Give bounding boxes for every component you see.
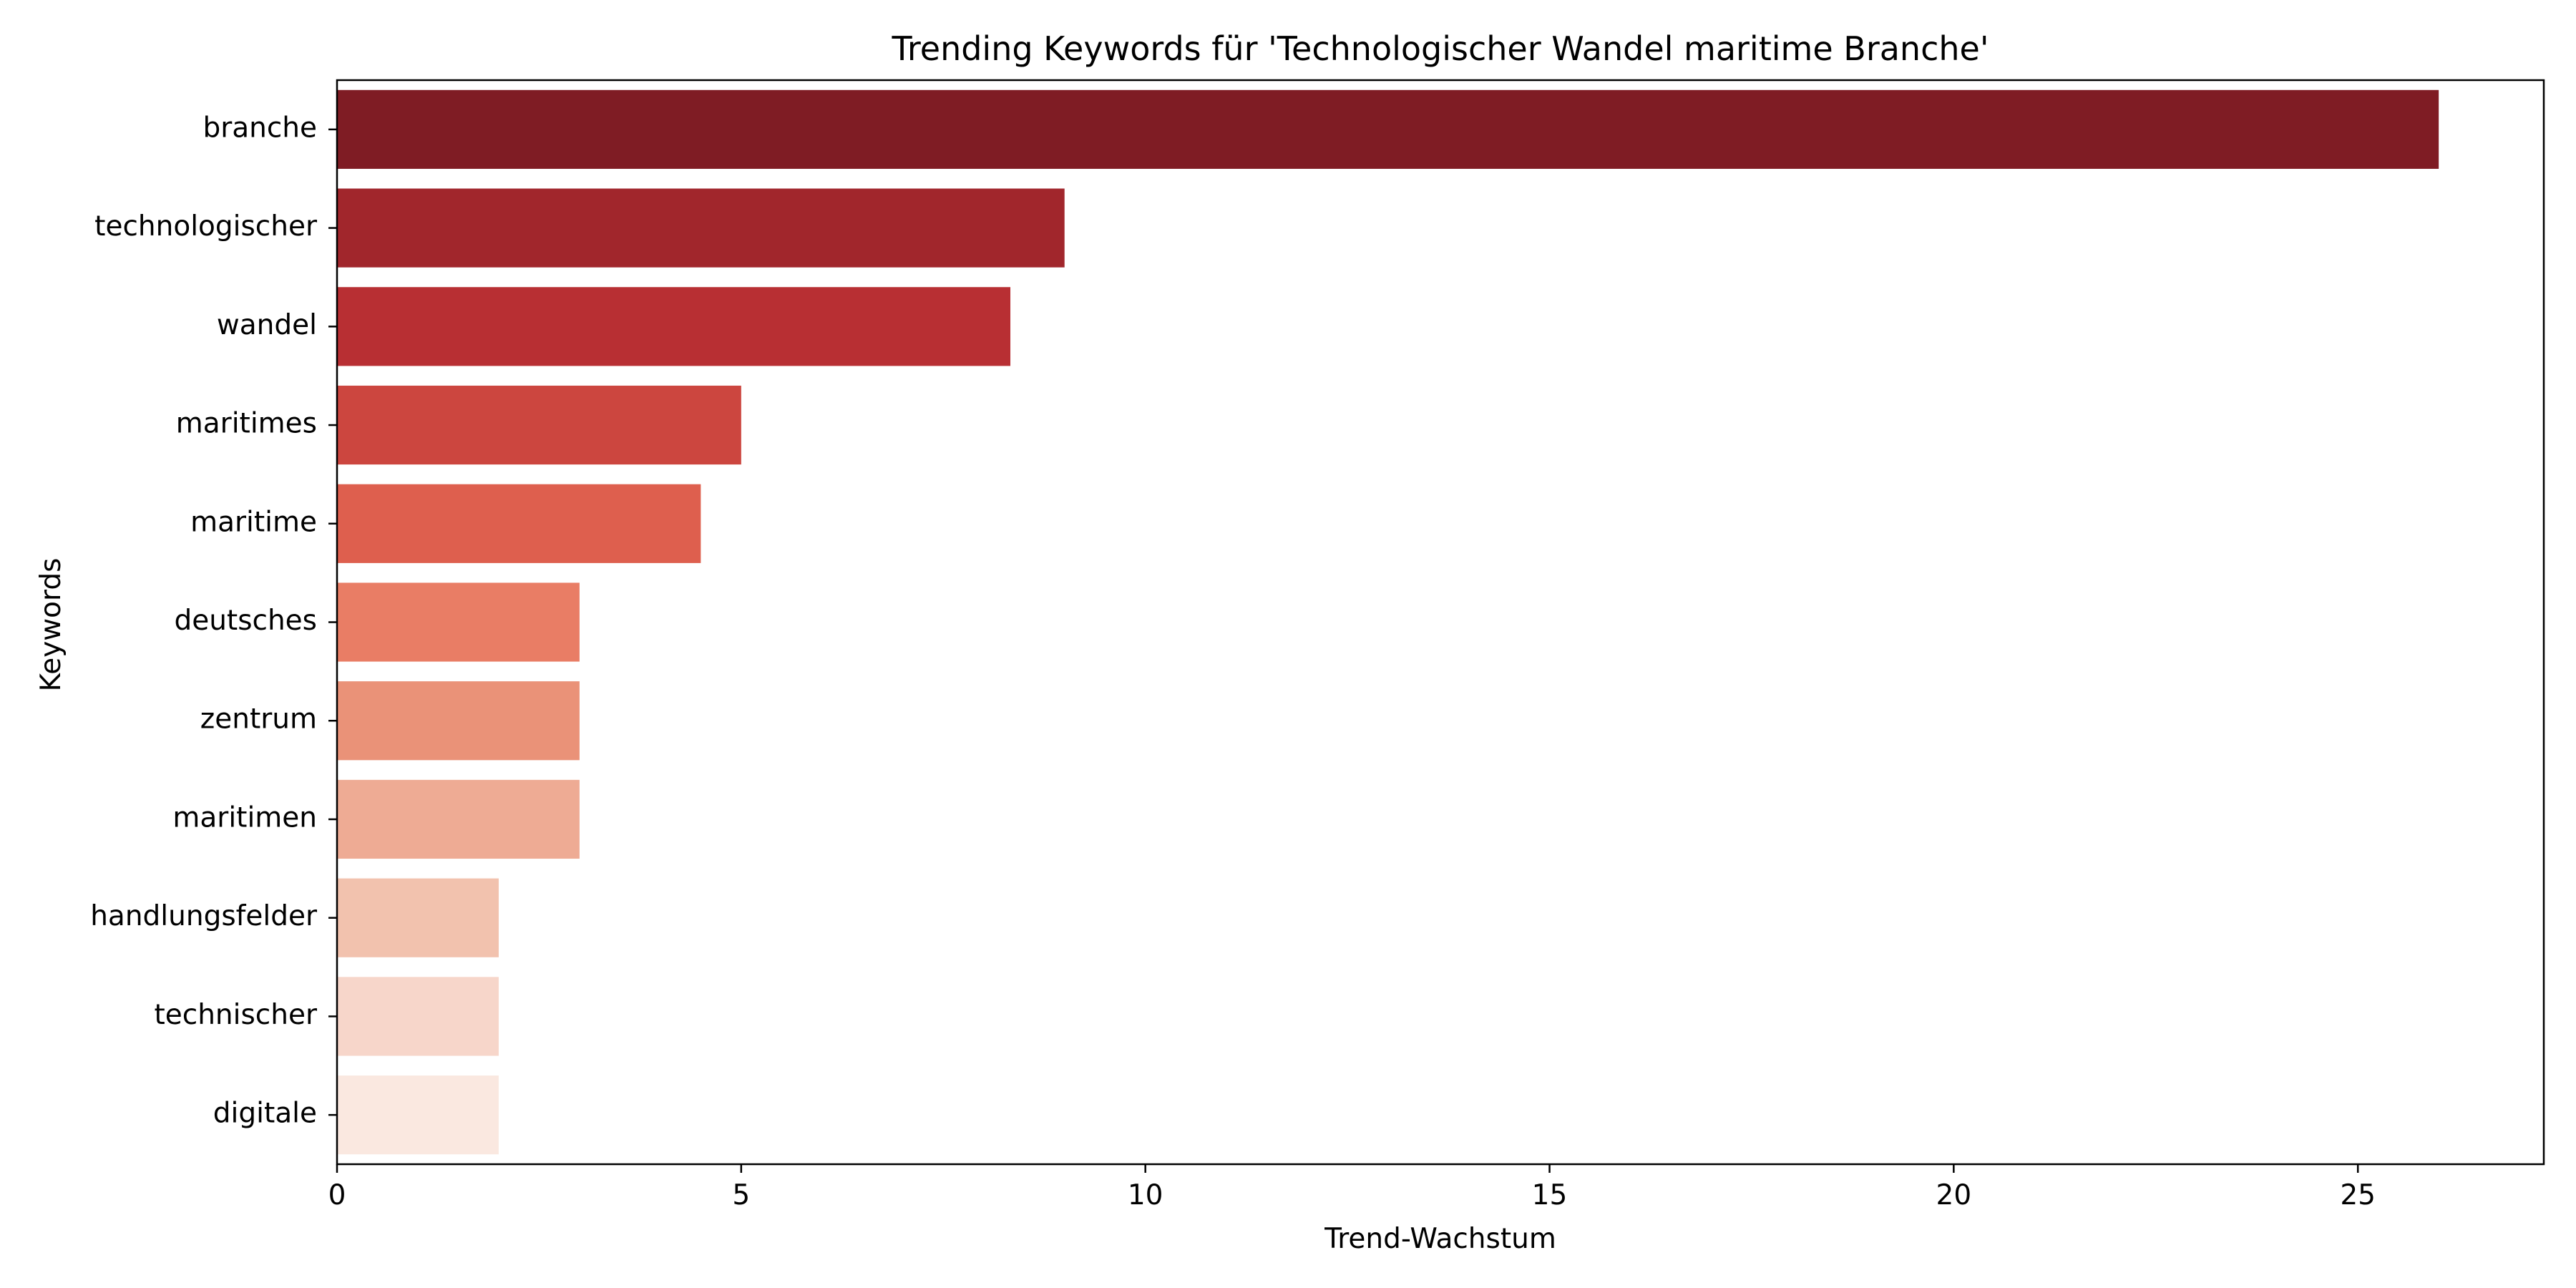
x-tick-label: 25: [2340, 1179, 2376, 1211]
x-axis-ticks: 0 5 10 15 20 25: [328, 1164, 2376, 1211]
bar-technologischer: [337, 188, 1065, 268]
x-axis-label: Trend-Wachstum: [1324, 1223, 1556, 1255]
bar-maritime: [337, 484, 701, 563]
y-axis-ticks: branche technologischer wandel maritimes mar…: [90, 112, 337, 1130]
x-tick-label: 10: [1128, 1179, 1163, 1211]
x-tick-label: 20: [1936, 1179, 1972, 1211]
y-tick-label: branche: [203, 112, 317, 144]
bars-group: [337, 89, 2439, 1155]
bar-deutsches: [337, 582, 580, 662]
bar-branche: [337, 89, 2439, 169]
y-tick-label: digitale: [213, 1098, 317, 1130]
bar-wandel: [337, 287, 1011, 366]
bar-maritimes: [337, 385, 741, 465]
x-tick-label: 15: [1532, 1179, 1568, 1211]
y-tick-label: zentrum: [200, 703, 317, 736]
bar-maritimen: [337, 779, 580, 859]
y-tick-label: handlungsfelder: [90, 900, 318, 932]
y-tick-label: maritimen: [172, 801, 317, 834]
bar-handlungsfelder: [337, 878, 499, 957]
bar-technischer: [337, 977, 499, 1056]
x-tick-label: 0: [328, 1179, 346, 1211]
x-tick-label: 5: [732, 1179, 750, 1211]
bar-zentrum: [337, 681, 580, 761]
plot-frame: [336, 79, 2545, 1166]
bar-digitale: [337, 1075, 499, 1155]
y-tick-label: technologischer: [94, 210, 318, 243]
y-tick-label: maritime: [190, 506, 317, 538]
y-tick-label: deutsches: [174, 605, 317, 637]
y-axis-label: Keywords: [35, 558, 67, 692]
y-tick-label: maritimes: [176, 408, 317, 440]
y-tick-label: technischer: [154, 999, 317, 1031]
chart-title: Trending Keywords für 'Technologischer W…: [892, 29, 1989, 68]
y-tick-label: wandel: [217, 309, 317, 341]
